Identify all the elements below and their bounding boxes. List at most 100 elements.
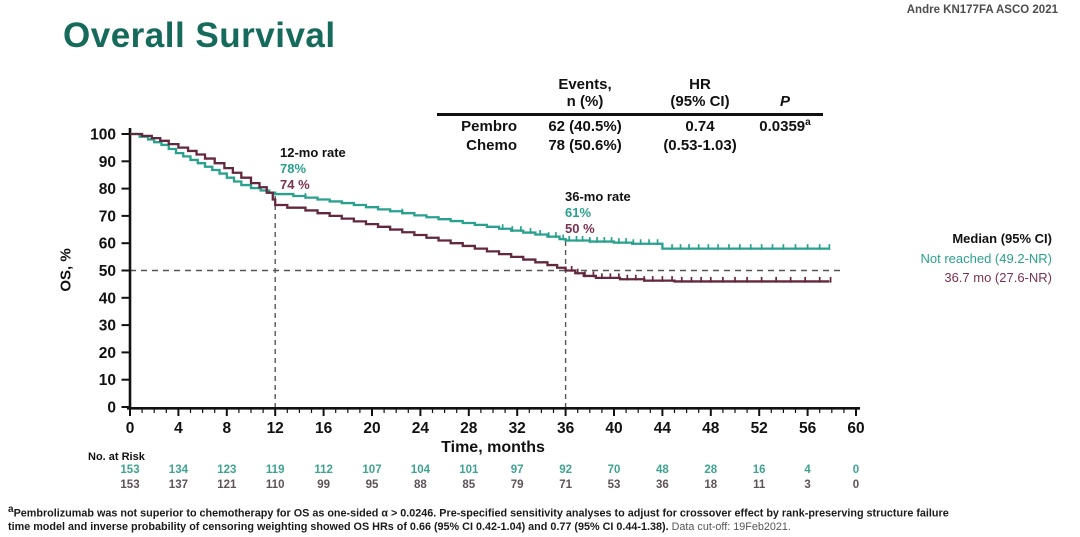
at-risk-value: 101 xyxy=(459,464,479,476)
at-risk-value: 36 xyxy=(655,479,669,491)
svg-text:32: 32 xyxy=(509,420,526,437)
data-cutoff-text: Data cut-off: 19Feb2021. xyxy=(671,521,791,534)
pembro-events: 62 (40.5%) xyxy=(548,117,622,135)
svg-text:50: 50 xyxy=(99,263,116,280)
svg-text:8: 8 xyxy=(222,420,231,437)
at-risk-value: 53 xyxy=(607,479,621,491)
y-axis-label: OS, % xyxy=(57,248,75,292)
at-risk-value: 134 xyxy=(168,464,188,476)
stats-header-hr: HR (95% CI) xyxy=(670,76,730,110)
at-risk-value: 79 xyxy=(510,479,524,491)
median-legend: Median (95% CI) Not reached (49.2-NR) 36… xyxy=(921,229,1053,288)
stats-table-header: Events, n (%) HR (95% CI) P xyxy=(437,76,823,116)
at-risk-value: 71 xyxy=(559,479,572,491)
svg-text:56: 56 xyxy=(799,420,817,437)
reference-dashed-lines xyxy=(130,194,842,408)
at-risk-value: 88 xyxy=(413,479,427,491)
attribution-text: Andre KN177FA ASCO 2021 xyxy=(906,4,1058,16)
at-risk-row-pembro: 153 134 123 119 112 107 104 101 97 92 70 48 28 16 4 0 xyxy=(0,464,1080,478)
footnote: aPembrolizumab was not superior to chemo… xyxy=(8,503,1074,535)
svg-text:52: 52 xyxy=(751,420,768,437)
stats-row-pembro: Pembro 62 (40.5%) 0.74 0.0359a xyxy=(437,117,823,135)
svg-text:60: 60 xyxy=(99,236,116,253)
chemo-label: Chemo xyxy=(466,136,517,154)
svg-text:0: 0 xyxy=(126,420,135,437)
at-risk-value: 99 xyxy=(317,479,330,491)
censor-ticks-pembro xyxy=(304,193,831,250)
at-risk-value: 112 xyxy=(314,464,333,476)
stats-row-chemo: Chemo 78 (50.6%) (0.53-1.03) xyxy=(437,136,823,154)
median-pembro: Not reached (49.2-NR) xyxy=(920,250,1053,266)
svg-text:60: 60 xyxy=(847,420,864,437)
at-risk-value: 85 xyxy=(462,479,476,491)
at-risk-value: 123 xyxy=(217,464,237,476)
at-risk-value: 3 xyxy=(804,479,811,491)
x-axis-label: Time, months xyxy=(441,439,545,456)
svg-text:0: 0 xyxy=(107,400,116,417)
at-risk-value: 0 xyxy=(852,479,860,491)
at-risk-value: 0 xyxy=(852,464,860,476)
at-risk-value: 16 xyxy=(752,464,766,476)
svg-text:20: 20 xyxy=(99,345,116,362)
svg-text:4: 4 xyxy=(174,420,183,437)
x-axis-ticks: 0 4 8 12 16 20 24 28 32 36 40 44 48 52 56 60 xyxy=(126,408,865,437)
chemo-events: 78 (50.6%) xyxy=(548,136,622,154)
at-risk-value: 153 xyxy=(120,464,140,476)
at-risk-value: 137 xyxy=(168,479,188,491)
at-risk-value: 18 xyxy=(704,479,718,491)
at-risk-value: 11 xyxy=(753,479,766,491)
annotation-12mo-chemo: 74 % xyxy=(280,177,310,192)
svg-text:30: 30 xyxy=(99,318,116,335)
annotation-12mo-pembro: 78% xyxy=(280,161,307,176)
at-risk-row-chemo: 153 137 121 110 99 95 88 85 79 71 53 36 18 11 3 0 xyxy=(0,479,1080,493)
svg-text:12: 12 xyxy=(267,420,284,437)
y-axis-ticks: 0 10 20 30 40 50 60 70 80 90 100 xyxy=(90,127,130,417)
footnote-line1: aPembrolizumab was not superior to chemo… xyxy=(8,504,949,520)
p-value: 0.0359a xyxy=(759,117,811,135)
svg-text:44: 44 xyxy=(654,420,672,437)
page-title: Overall Survival xyxy=(63,16,336,55)
at-risk-value: 119 xyxy=(265,464,285,476)
hr-ci: (0.53-1.03) xyxy=(663,136,737,154)
svg-text:80: 80 xyxy=(99,181,116,198)
svg-text:40: 40 xyxy=(605,420,622,437)
annotation-36mo-pembro: 61% xyxy=(565,205,592,220)
footnote-line2: time model and inverse probability of ce… xyxy=(8,521,791,534)
svg-text:100: 100 xyxy=(90,127,116,144)
svg-text:20: 20 xyxy=(363,420,380,437)
at-risk-value: 28 xyxy=(704,464,718,476)
annotation-36mo-rate: 36-mo rate 61% 50 % xyxy=(565,189,631,237)
at-risk-value: 48 xyxy=(655,464,669,476)
svg-text:90: 90 xyxy=(99,154,116,171)
censor-ticks-chemo xyxy=(570,266,832,283)
annotation-12mo-rate: 12-mo rate 78% 74 % xyxy=(280,145,346,193)
hr-value: 0.74 xyxy=(685,117,715,135)
at-risk-title: No. at Risk xyxy=(88,451,145,463)
annotation-36mo-chemo: 50 % xyxy=(565,221,595,236)
svg-text:28: 28 xyxy=(460,420,478,437)
at-risk-value: 4 xyxy=(804,464,811,476)
median-header: Median (95% CI) xyxy=(952,231,1052,246)
svg-text:48: 48 xyxy=(702,420,720,437)
pembro-label: Pembro xyxy=(461,117,517,135)
pembro-curve xyxy=(130,132,830,250)
svg-text:36: 36 xyxy=(557,420,575,437)
stats-header-p: P xyxy=(779,93,790,110)
annotation-36mo-label: 36-mo rate xyxy=(565,189,631,204)
at-risk-value: 92 xyxy=(559,464,572,476)
median-chemo: 36.7 mo (27.6-NR) xyxy=(944,270,1052,285)
stats-header-events: Events, n (%) xyxy=(558,76,612,110)
at-risk-value: 97 xyxy=(510,464,524,476)
axes xyxy=(127,128,860,410)
svg-text:70: 70 xyxy=(99,208,116,225)
at-risk-value: 104 xyxy=(410,464,430,476)
svg-text:24: 24 xyxy=(412,420,430,437)
at-risk-value: 107 xyxy=(362,464,382,476)
annotation-12mo-label: 12-mo rate xyxy=(280,145,346,160)
stats-table: Events, n (%) HR (95% CI) P Pembro 62 (4… xyxy=(437,76,823,154)
at-risk-value: 110 xyxy=(265,479,285,491)
svg-text:16: 16 xyxy=(315,420,333,437)
at-risk-value: 153 xyxy=(120,479,140,491)
